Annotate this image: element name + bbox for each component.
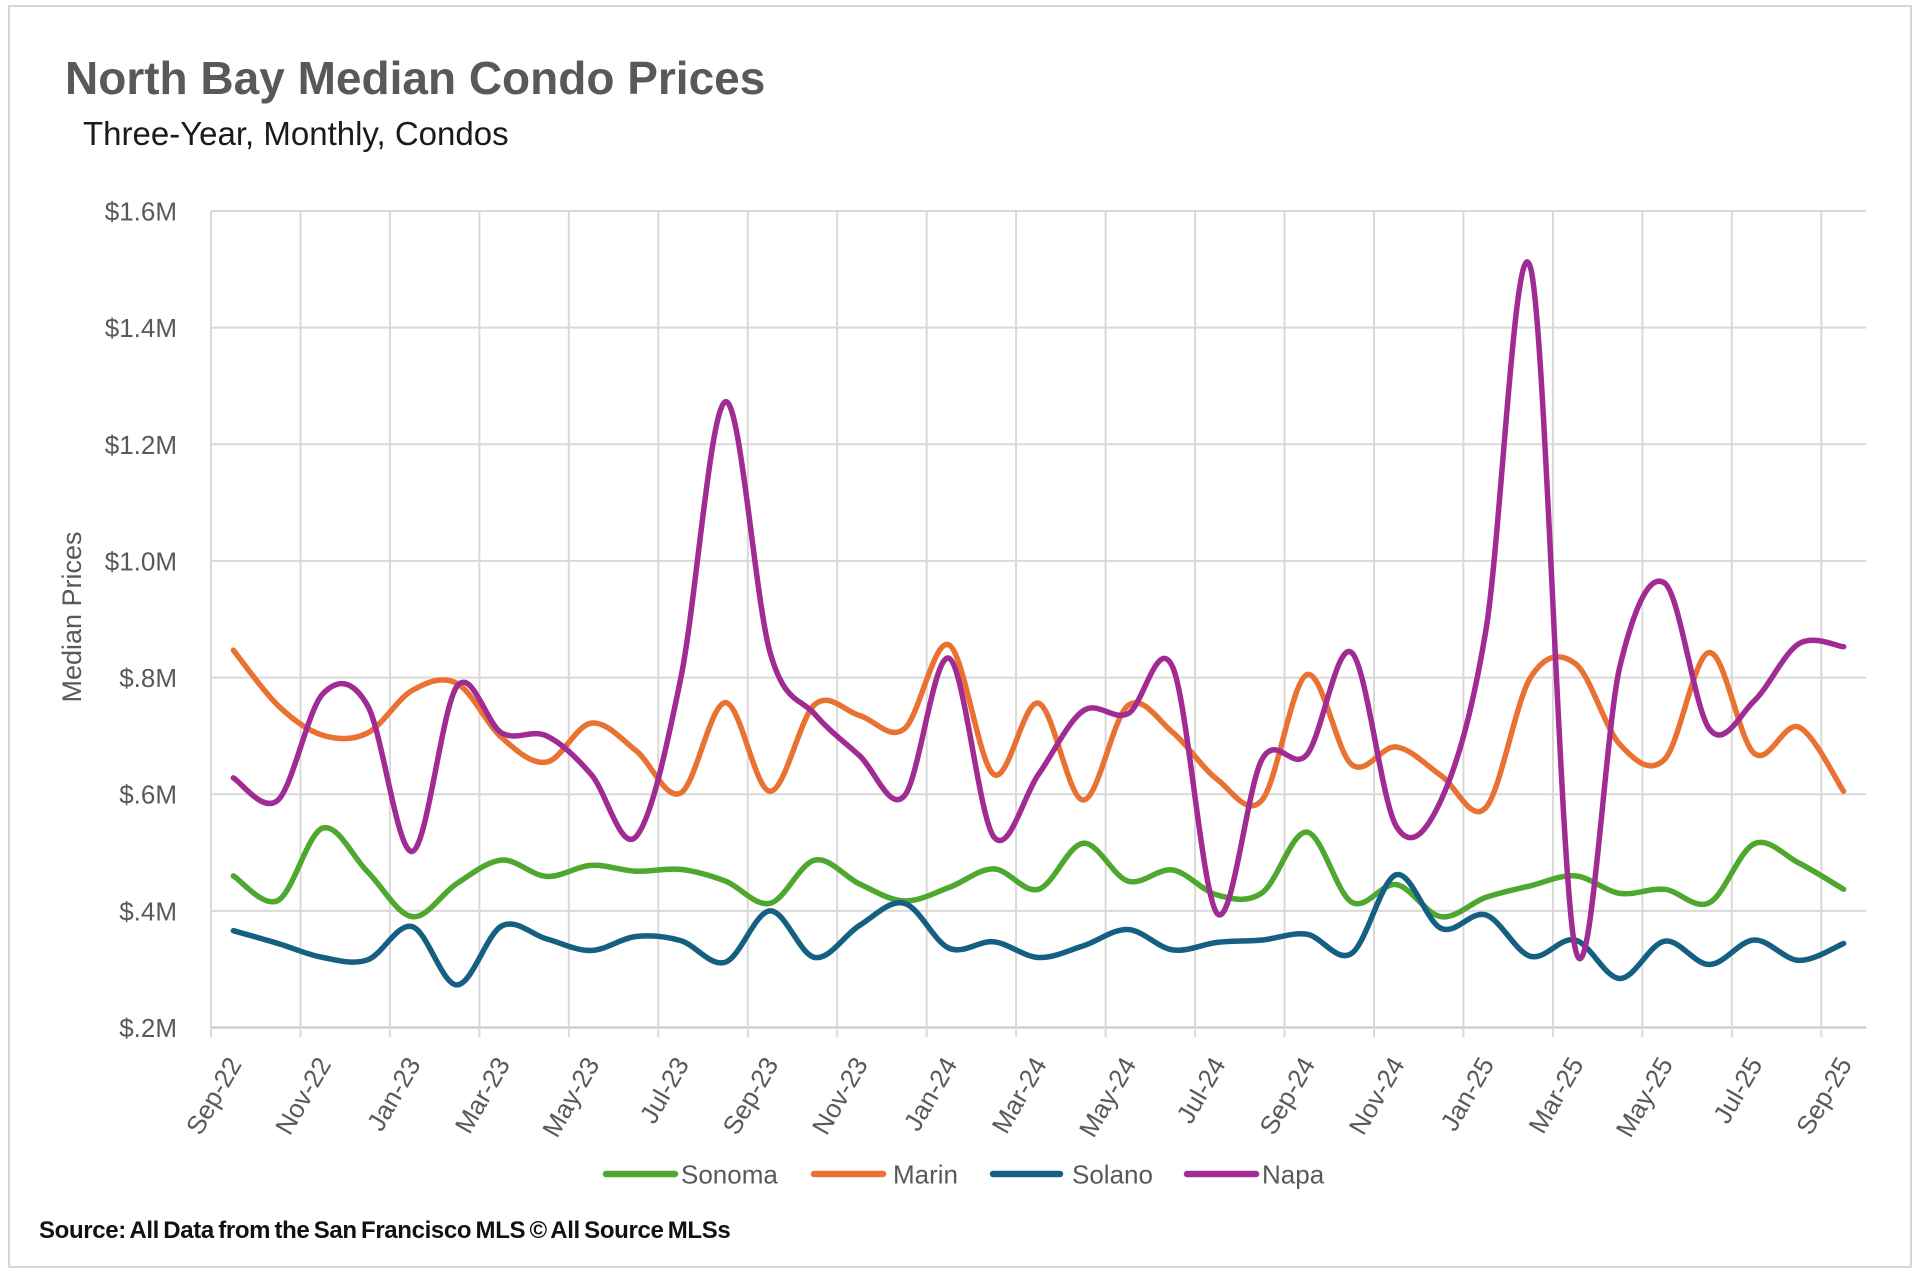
svg-text:$1.6M: $1.6M [105,197,177,227]
svg-text:Solano: Solano [1072,1160,1153,1190]
svg-text:$.8M: $.8M [119,663,177,693]
svg-text:$1.4M: $1.4M [105,313,177,343]
svg-text:Sonoma: Sonoma [681,1160,778,1190]
svg-text:$.4M: $.4M [119,896,177,926]
svg-text:Median Prices: Median Prices [57,531,87,702]
svg-text:Marin: Marin [893,1160,958,1190]
svg-text:Napa: Napa [1262,1160,1325,1190]
svg-text:$1.2M: $1.2M [105,430,177,460]
svg-text:$.6M: $.6M [119,780,177,810]
svg-text:$1.0M: $1.0M [105,546,177,576]
svg-text:$.2M: $.2M [119,1013,177,1043]
